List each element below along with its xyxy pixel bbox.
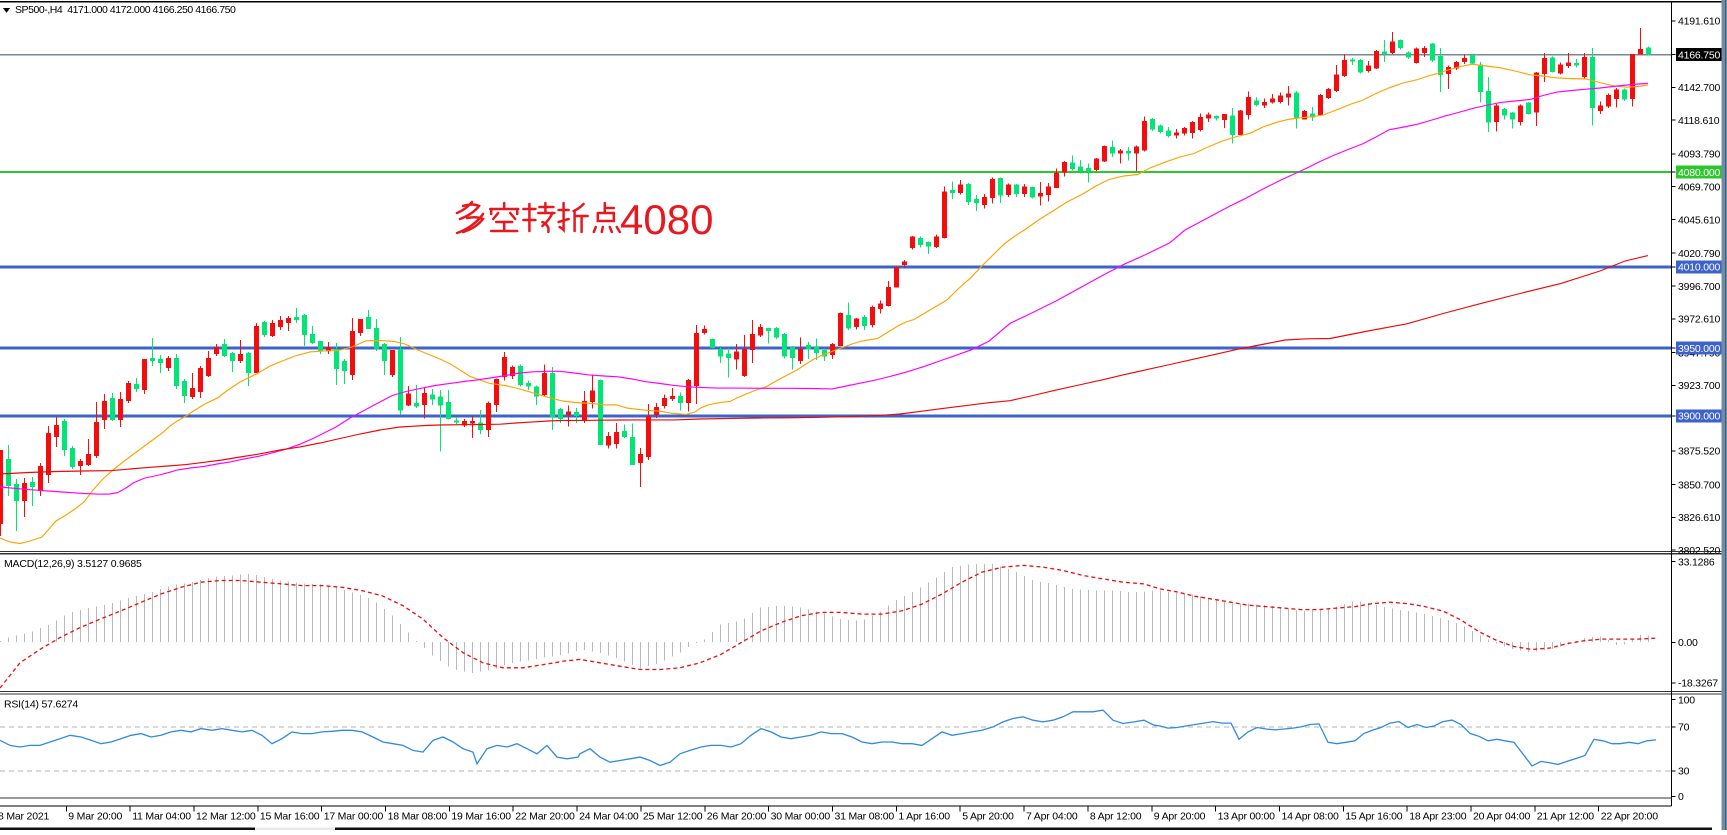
svg-text:4093.790: 4093.790 [1678,149,1721,161]
svg-text:3802.520: 3802.520 [1678,545,1721,557]
svg-text:22 Mar 20:00: 22 Mar 20:00 [515,811,575,823]
svg-text:1 Apr 16:00: 1 Apr 16:00 [898,811,950,823]
svg-text:18 Apr 23:00: 18 Apr 23:00 [1409,811,1467,823]
svg-text:4191.610: 4191.610 [1678,16,1721,28]
svg-text:25 Mar 12:00: 25 Mar 12:00 [643,811,703,823]
svg-text:15 Apr 16:00: 15 Apr 16:00 [1345,811,1403,823]
svg-text:0: 0 [1678,791,1684,803]
svg-text:22 Apr 20:00: 22 Apr 20:00 [1601,811,1659,823]
svg-text:17 Mar 00:00: 17 Mar 00:00 [324,811,384,823]
svg-text:13 Apr 00:00: 13 Apr 00:00 [1218,811,1276,823]
svg-text:4020.790: 4020.790 [1678,248,1721,260]
svg-text:30 Mar 00:00: 30 Mar 00:00 [771,811,831,823]
svg-text:3900.000: 3900.000 [1678,411,1721,423]
svg-text:3850.700: 3850.700 [1678,479,1721,491]
svg-text:4045.610: 4045.610 [1678,214,1721,226]
svg-text:-18.3267: -18.3267 [1678,678,1718,690]
svg-text:3923.700: 3923.700 [1678,380,1721,392]
svg-text:MACD(12,26,9) 3.5127 0.9685: MACD(12,26,9) 3.5127 0.9685 [4,558,142,570]
svg-text:4080.000: 4080.000 [1678,167,1721,179]
svg-text:9 Apr 20:00: 9 Apr 20:00 [1154,811,1206,823]
svg-text:30: 30 [1678,766,1690,778]
svg-text:3826.610: 3826.610 [1678,512,1721,524]
svg-text:4010.000: 4010.000 [1678,262,1721,274]
svg-text:33.1286: 33.1286 [1678,556,1715,568]
svg-text:18 Mar 08:00: 18 Mar 08:00 [388,811,448,823]
svg-text:4142.700: 4142.700 [1678,82,1721,94]
svg-text:8 Apr 12:00: 8 Apr 12:00 [1090,811,1142,823]
svg-text:14 Apr 08:00: 14 Apr 08:00 [1282,811,1340,823]
svg-text:8 Mar 2021: 8 Mar 2021 [0,811,49,823]
svg-text:26 Mar 20:00: 26 Mar 20:00 [707,811,767,823]
svg-text:21 Apr 12:00: 21 Apr 12:00 [1537,811,1595,823]
svg-text:31 Mar 08:00: 31 Mar 08:00 [835,811,895,823]
svg-text:3950.000: 3950.000 [1678,343,1721,355]
svg-text:0.00: 0.00 [1678,637,1698,649]
svg-text:12 Mar 12:00: 12 Mar 12:00 [196,811,256,823]
svg-text:3996.700: 3996.700 [1678,281,1721,293]
svg-text:20 Apr 04:00: 20 Apr 04:00 [1473,811,1531,823]
svg-text:3972.610: 3972.610 [1678,314,1721,326]
svg-text:4069.700: 4069.700 [1678,182,1721,194]
svg-text:4080: 4080 [620,196,713,243]
svg-text:24 Mar 04:00: 24 Mar 04:00 [579,811,639,823]
svg-text:4118.610: 4118.610 [1678,115,1720,127]
svg-text:11 Mar 04:00: 11 Mar 04:00 [132,811,191,823]
svg-text:9 Mar 20:00: 9 Mar 20:00 [68,811,122,823]
svg-text:5 Apr 20:00: 5 Apr 20:00 [962,811,1014,823]
svg-text:15 Mar 16:00: 15 Mar 16:00 [260,811,320,823]
svg-text:7 Apr 04:00: 7 Apr 04:00 [1026,811,1078,823]
svg-text:3875.520: 3875.520 [1678,446,1721,458]
svg-text:19 Mar 16:00: 19 Mar 16:00 [451,811,511,823]
svg-text:100: 100 [1678,694,1695,706]
svg-text:70: 70 [1678,722,1690,734]
svg-text:RSI(14) 57.6274: RSI(14) 57.6274 [4,699,78,711]
svg-text:4166.750: 4166.750 [1678,50,1721,62]
svg-text:SP500-,H4 4171.000 4172.000 4: SP500-,H4 4171.000 4172.000 4166.250 416… [15,4,236,16]
